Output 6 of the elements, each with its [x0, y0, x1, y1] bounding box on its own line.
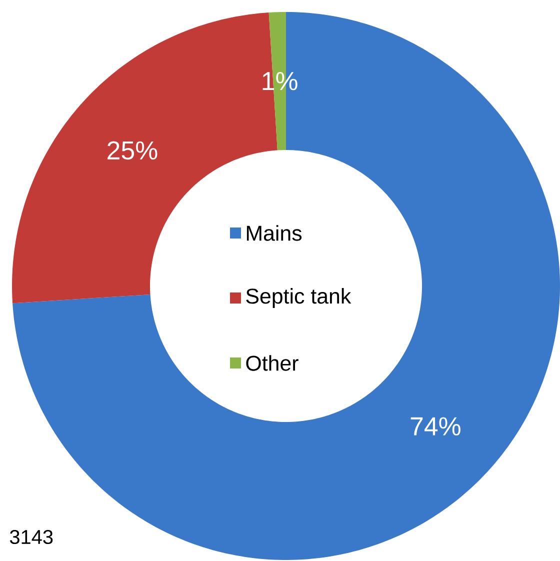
text: 3143	[10, 530, 53, 544]
data-label: 74%	[410, 417, 460, 436]
legend-label: Septic tank	[246, 288, 352, 308]
data-label: 25%	[108, 141, 158, 160]
legend-label: Mains	[246, 225, 302, 241]
legend-label: Other	[246, 355, 298, 371]
